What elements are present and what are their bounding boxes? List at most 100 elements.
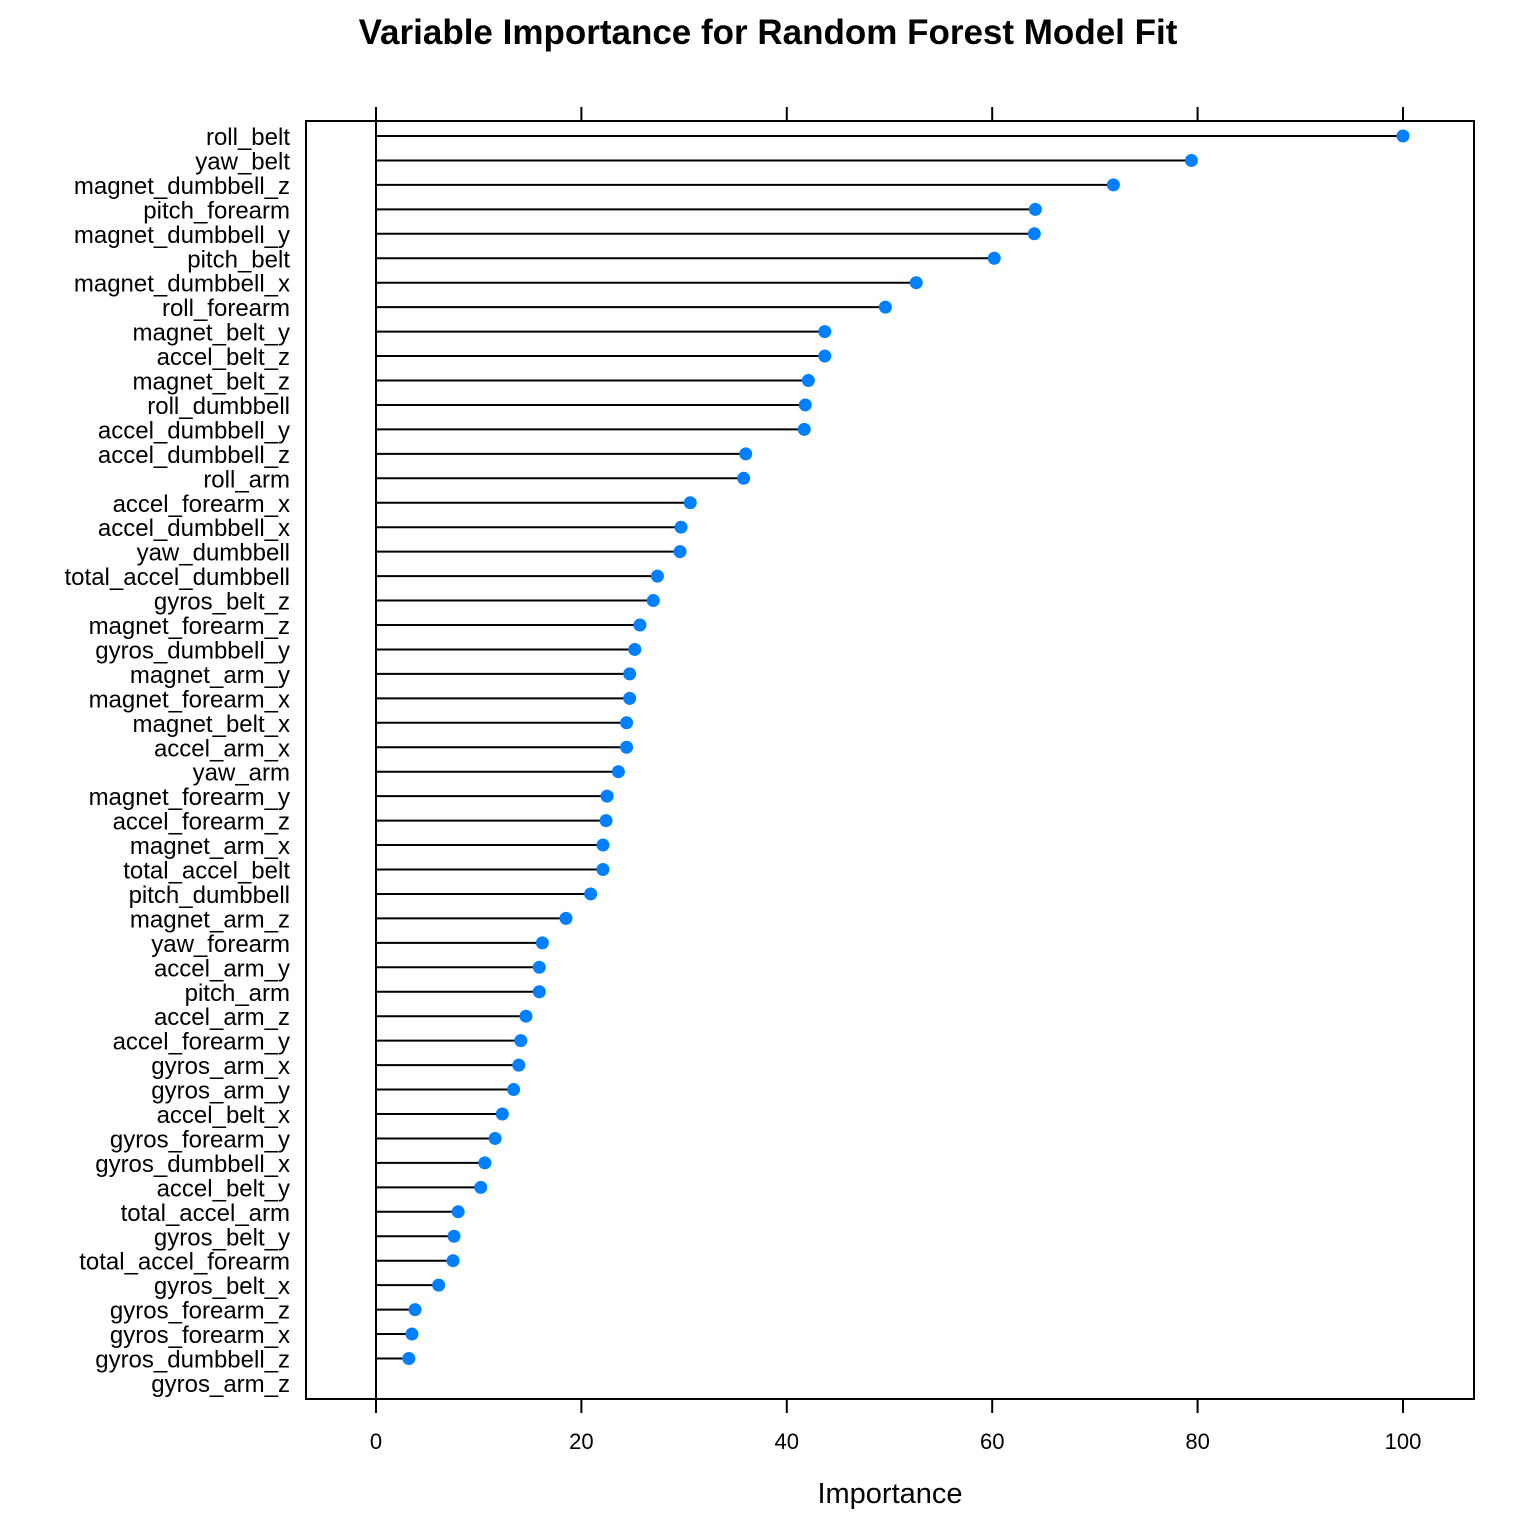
data-point xyxy=(596,863,610,876)
data-point xyxy=(1396,129,1410,143)
category-label: accel_forearm_y xyxy=(113,1029,290,1056)
category-label: magnet_forearm_x xyxy=(89,686,290,713)
x-axis-ticks-group: 0 20 40 60 80 100 xyxy=(370,107,1421,1454)
data-point xyxy=(646,594,660,608)
category-label: pitch_belt xyxy=(187,246,290,273)
dots-group xyxy=(402,129,1410,1365)
category-label: gyros_forearm_y xyxy=(110,1126,290,1153)
category-label: gyros_arm_y xyxy=(151,1078,290,1105)
data-point xyxy=(451,1205,465,1219)
data-point xyxy=(596,838,610,852)
data-point xyxy=(507,1083,521,1097)
category-label: gyros_dumbbell_y xyxy=(95,637,290,664)
category-label: gyros_forearm_x xyxy=(110,1322,290,1349)
data-point xyxy=(514,1034,528,1048)
data-point xyxy=(620,740,634,754)
data-point xyxy=(674,520,688,534)
category-label: roll_belt xyxy=(206,124,290,151)
category-label: pitch_arm xyxy=(185,980,290,1007)
category-label: accel_belt_y xyxy=(157,1175,290,1202)
data-point xyxy=(623,691,637,705)
data-point xyxy=(519,1009,533,1023)
category-label: roll_arm xyxy=(203,466,290,493)
data-point xyxy=(801,374,815,387)
x-tick-label: 40 xyxy=(775,1429,799,1454)
data-point xyxy=(532,985,546,999)
data-point xyxy=(683,496,697,510)
data-point xyxy=(1106,178,1120,192)
data-point xyxy=(611,765,625,779)
category-label: magnet_arm_z xyxy=(130,906,290,933)
category-label: magnet_dumbbell_y xyxy=(74,222,290,249)
data-point xyxy=(878,300,892,314)
data-point xyxy=(432,1278,446,1292)
category-label: gyros_belt_z xyxy=(154,589,290,616)
category-label: magnet_arm_x xyxy=(130,833,290,860)
category-label: magnet_arm_y xyxy=(130,662,290,689)
category-label: gyros_dumbbell_z xyxy=(95,1347,290,1374)
category-label: accel_dumbbell_x xyxy=(98,515,290,542)
category-label: accel_dumbbell_y xyxy=(98,417,290,444)
data-point xyxy=(987,251,1001,265)
data-point xyxy=(818,325,832,339)
data-point xyxy=(620,716,634,730)
x-axis-label: Importance xyxy=(817,1478,962,1510)
category-label: accel_dumbbell_z xyxy=(98,442,290,469)
category-label: total_accel_forearm xyxy=(79,1249,290,1276)
data-point xyxy=(535,936,549,950)
x-tick-label: 80 xyxy=(1185,1429,1209,1454)
data-point xyxy=(1027,227,1041,241)
category-label: accel_arm_x xyxy=(154,735,290,762)
category-label: total_accel_belt xyxy=(123,858,290,885)
data-point xyxy=(402,1352,416,1365)
data-point xyxy=(1028,202,1042,216)
category-label: magnet_dumbbell_x xyxy=(74,271,290,298)
data-point xyxy=(559,911,573,925)
chart-title: Variable Importance for Random Forest Mo… xyxy=(359,13,1178,52)
x-tick-label: 100 xyxy=(1385,1429,1422,1454)
category-label: pitch_forearm xyxy=(143,197,290,224)
data-point xyxy=(739,447,753,461)
category-label: yaw_belt xyxy=(195,148,290,175)
category-label: pitch_dumbbell xyxy=(129,882,290,909)
category-label: gyros_dumbbell_x xyxy=(95,1151,290,1178)
data-point xyxy=(408,1303,422,1317)
x-tick-label: 0 xyxy=(370,1429,382,1454)
category-label: magnet_belt_x xyxy=(133,711,290,738)
data-point xyxy=(798,398,812,412)
data-point xyxy=(818,349,832,363)
category-label: total_accel_dumbbell xyxy=(65,564,290,591)
data-point xyxy=(650,569,664,583)
category-label: total_accel_arm xyxy=(121,1200,290,1227)
data-point xyxy=(737,471,751,485)
data-point xyxy=(673,545,687,559)
category-label: accel_belt_z xyxy=(157,344,290,371)
data-point xyxy=(909,276,923,290)
category-label: roll_forearm xyxy=(162,295,290,322)
data-point xyxy=(512,1058,526,1072)
category-labels-group: roll_beltyaw_beltmagnet_dumbbell_zpitch_… xyxy=(65,124,291,1398)
category-label: accel_arm_y xyxy=(154,955,290,982)
category-label: yaw_arm xyxy=(193,760,290,787)
category-label: yaw_forearm xyxy=(151,931,290,958)
data-point xyxy=(600,789,614,803)
category-label: gyros_arm_z xyxy=(151,1371,290,1398)
data-point xyxy=(532,960,546,974)
category-label: magnet_belt_y xyxy=(133,320,290,347)
data-point xyxy=(474,1180,488,1194)
data-point xyxy=(447,1229,461,1243)
category-label: gyros_arm_x xyxy=(151,1053,290,1080)
category-label: accel_belt_x xyxy=(157,1102,290,1129)
category-label: yaw_dumbbell xyxy=(137,540,290,567)
data-point xyxy=(599,814,613,828)
data-point xyxy=(495,1107,509,1121)
x-tick-label: 20 xyxy=(569,1429,593,1454)
category-label: magnet_belt_z xyxy=(133,369,290,396)
data-point xyxy=(623,667,637,681)
data-point xyxy=(405,1327,419,1341)
data-point xyxy=(488,1131,502,1145)
data-point xyxy=(446,1254,460,1268)
category-label: gyros_forearm_z xyxy=(110,1298,290,1325)
category-label: gyros_belt_x xyxy=(154,1273,290,1300)
